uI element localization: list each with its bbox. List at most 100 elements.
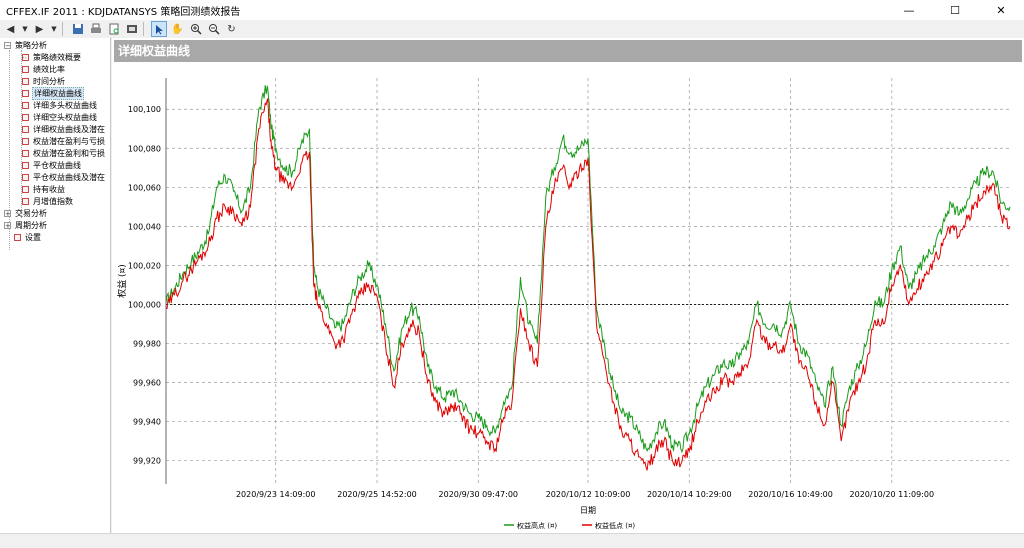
x-tick-label: 2020/9/25 14:52:00 — [337, 490, 417, 499]
window-title: CFFEX.IF 2011 : KDJDATANSYS 策略回测绩效报告 — [6, 6, 241, 18]
report-page-icon — [22, 89, 29, 97]
tree-item-settings[interactable]: 设置 — [14, 231, 42, 243]
maximize-button[interactable]: ☐ — [950, 3, 960, 17]
x-tick-label: 2020/10/12 10:09:00 — [546, 490, 631, 499]
tree-item-label: 权益潜在盈利和亏损 — [33, 148, 105, 158]
forward-icon[interactable]: ▶ — [35, 23, 44, 35]
tree-line — [21, 50, 22, 218]
report-tree: − 策略分析 策略绩效概要 绩效比率 时间分析 详细权益曲线 详细多头权益曲线 … — [0, 38, 111, 533]
y-tick-label: 99,940 — [133, 418, 161, 427]
x-axis-label: 日期 — [580, 506, 596, 515]
toolbar-separator — [62, 22, 63, 36]
tree-line — [9, 50, 10, 250]
hand-icon[interactable]: ✋ — [171, 23, 184, 35]
zoom-in-icon[interactable] — [188, 22, 203, 37]
y-tick-label: 99,960 — [133, 379, 161, 388]
report-page-icon — [14, 233, 21, 241]
x-tick-label: 2020/10/14 10:29:00 — [647, 490, 732, 499]
refresh-icon[interactable]: ↻ — [227, 23, 236, 35]
minimize-button[interactable]: — — [903, 3, 915, 17]
zoom-out-icon[interactable] — [206, 22, 221, 37]
report-page-icon — [22, 125, 29, 133]
tree-item-short-equity-curve[interactable]: 详细空头权益曲线 — [22, 111, 98, 123]
title-bar: CFFEX.IF 2011 : KDJDATANSYS 策略回测绩效报告 — ☐… — [0, 0, 1024, 20]
y-tick-label: 100,040 — [128, 222, 161, 231]
report-page-icon — [22, 137, 29, 145]
report-page-icon — [22, 149, 29, 157]
series-high-line — [165, 85, 1011, 454]
tree-node-period-analysis[interactable]: + 周期分析 — [4, 219, 48, 231]
tree-node-label: 交易分析 — [15, 208, 47, 218]
collapse-icon[interactable]: − — [4, 41, 11, 50]
back-icon[interactable]: ◀ — [6, 23, 15, 35]
y-tick-label: 100,100 — [128, 105, 161, 114]
tree-item-label: 详细权益曲线及潜在 — [33, 124, 105, 134]
x-tick-label: 2020/9/23 14:09:00 — [236, 490, 316, 499]
x-tick-label: 2020/10/16 10:49:00 — [748, 490, 833, 499]
report-page-icon — [22, 101, 29, 109]
report-page-icon — [22, 77, 29, 85]
tree-item-closed-equity-curve[interactable]: 平仓权益曲线 — [22, 159, 82, 171]
dropdown-arrow-icon[interactable]: ▼ — [51, 25, 57, 33]
report-page-icon — [22, 173, 29, 181]
toolbar-separator — [143, 22, 144, 36]
legend-label-high: 权益高点 (¤) — [517, 521, 557, 530]
tree-item-label: 详细权益曲线 — [32, 86, 84, 100]
tree-item-label: 持有收益 — [33, 184, 65, 194]
tree-node-label: 周期分析 — [15, 220, 47, 230]
report-page-icon — [22, 161, 29, 169]
tree-item-label: 月增值指数 — [33, 196, 73, 206]
tree-item-potential-profit-loss-a[interactable]: 权益潜在盈利与亏损 — [22, 135, 106, 147]
tree-item-holding-return[interactable]: 持有收益 — [22, 183, 66, 195]
tree-item-monthly-index[interactable]: 月增值指数 — [22, 195, 74, 207]
chart-panel: 详细权益曲线 99,920 99,940 99,960 99,980 100,000 10… — [112, 38, 1024, 533]
series-low-line — [165, 97, 1011, 471]
y-tick-label: 99,920 — [133, 457, 161, 466]
y-tick-label: 99,980 — [133, 339, 161, 348]
save-icon[interactable] — [70, 22, 85, 37]
equity-chart[interactable]: 99,920 99,940 99,960 99,980 100,000 100,020 10… — [112, 62, 1024, 533]
report-page-icon — [22, 185, 29, 193]
report-page-icon — [22, 197, 29, 205]
toolbar: ◀ ▼ ▶ ▼ ✋ ↻ — [0, 20, 1024, 39]
tree-node-trade-analysis[interactable]: + 交易分析 — [4, 207, 48, 219]
x-tick-label: 2020/10/20 11:09:00 — [850, 490, 935, 499]
print-preview-icon[interactable] — [106, 22, 121, 37]
report-page-icon — [22, 65, 29, 73]
tree-item-label: 平仓权益曲线 — [33, 160, 81, 170]
tree-item-label: 详细空头权益曲线 — [33, 112, 97, 122]
tree-item-detailed-equity-curve[interactable]: 详细权益曲线 — [22, 86, 84, 100]
tree-item-performance-ratio[interactable]: 绩效比率 — [22, 63, 66, 75]
tree-item-potential-profit-loss-b[interactable]: 权益潜在盈利和亏损 — [22, 147, 106, 159]
window-controls: — ☐ ✕ — [886, 0, 1024, 20]
legend-label-low: 权益低点 (¤) — [595, 521, 635, 530]
y-tick-label: 100,080 — [128, 144, 161, 153]
report-page-icon — [22, 113, 29, 121]
tree-item-label: 权益潜在盈利与亏损 — [33, 136, 105, 146]
tree-item-closed-equity-potential[interactable]: 平仓权益曲线及潜在 — [22, 171, 106, 183]
dropdown-arrow-icon[interactable]: ▼ — [22, 25, 28, 33]
tree-item-strategy-summary[interactable]: 策略绩效概要 — [21, 51, 82, 63]
chart-header: 详细权益曲线 — [114, 40, 1022, 62]
close-button[interactable]: ✕ — [996, 3, 1006, 17]
tree-line — [21, 57, 26, 58]
print-icon[interactable] — [88, 22, 103, 37]
tree-node-label: 策略分析 — [15, 40, 47, 50]
pointer-icon[interactable] — [151, 21, 167, 37]
tree-item-label: 平仓权益曲线及潜在 — [33, 172, 105, 182]
tree-item-long-equity-curve[interactable]: 详细多头权益曲线 — [22, 99, 98, 111]
tree-item-label: 时间分析 — [33, 76, 65, 86]
tree-item-time-analysis[interactable]: 时间分析 — [22, 75, 66, 87]
expand-icon[interactable]: + — [4, 221, 11, 230]
tree-item-label: 绩效比率 — [33, 64, 65, 74]
x-tick-label: 2020/9/30 09:47:00 — [439, 490, 519, 499]
y-axis-label: 权益 (¤) — [116, 264, 128, 298]
tree-item-label: 策略绩效概要 — [33, 52, 81, 62]
y-tick-label: 100,060 — [128, 183, 161, 192]
expand-icon[interactable]: + — [4, 209, 11, 218]
y-tick-label: 100,000 — [128, 300, 161, 309]
tree-node-strategy-analysis[interactable]: − 策略分析 — [4, 39, 48, 51]
tree-item-label: 设置 — [25, 232, 41, 242]
export-icon[interactable] — [124, 22, 139, 37]
tree-item-equity-curve-potential[interactable]: 详细权益曲线及潜在 — [22, 123, 106, 135]
